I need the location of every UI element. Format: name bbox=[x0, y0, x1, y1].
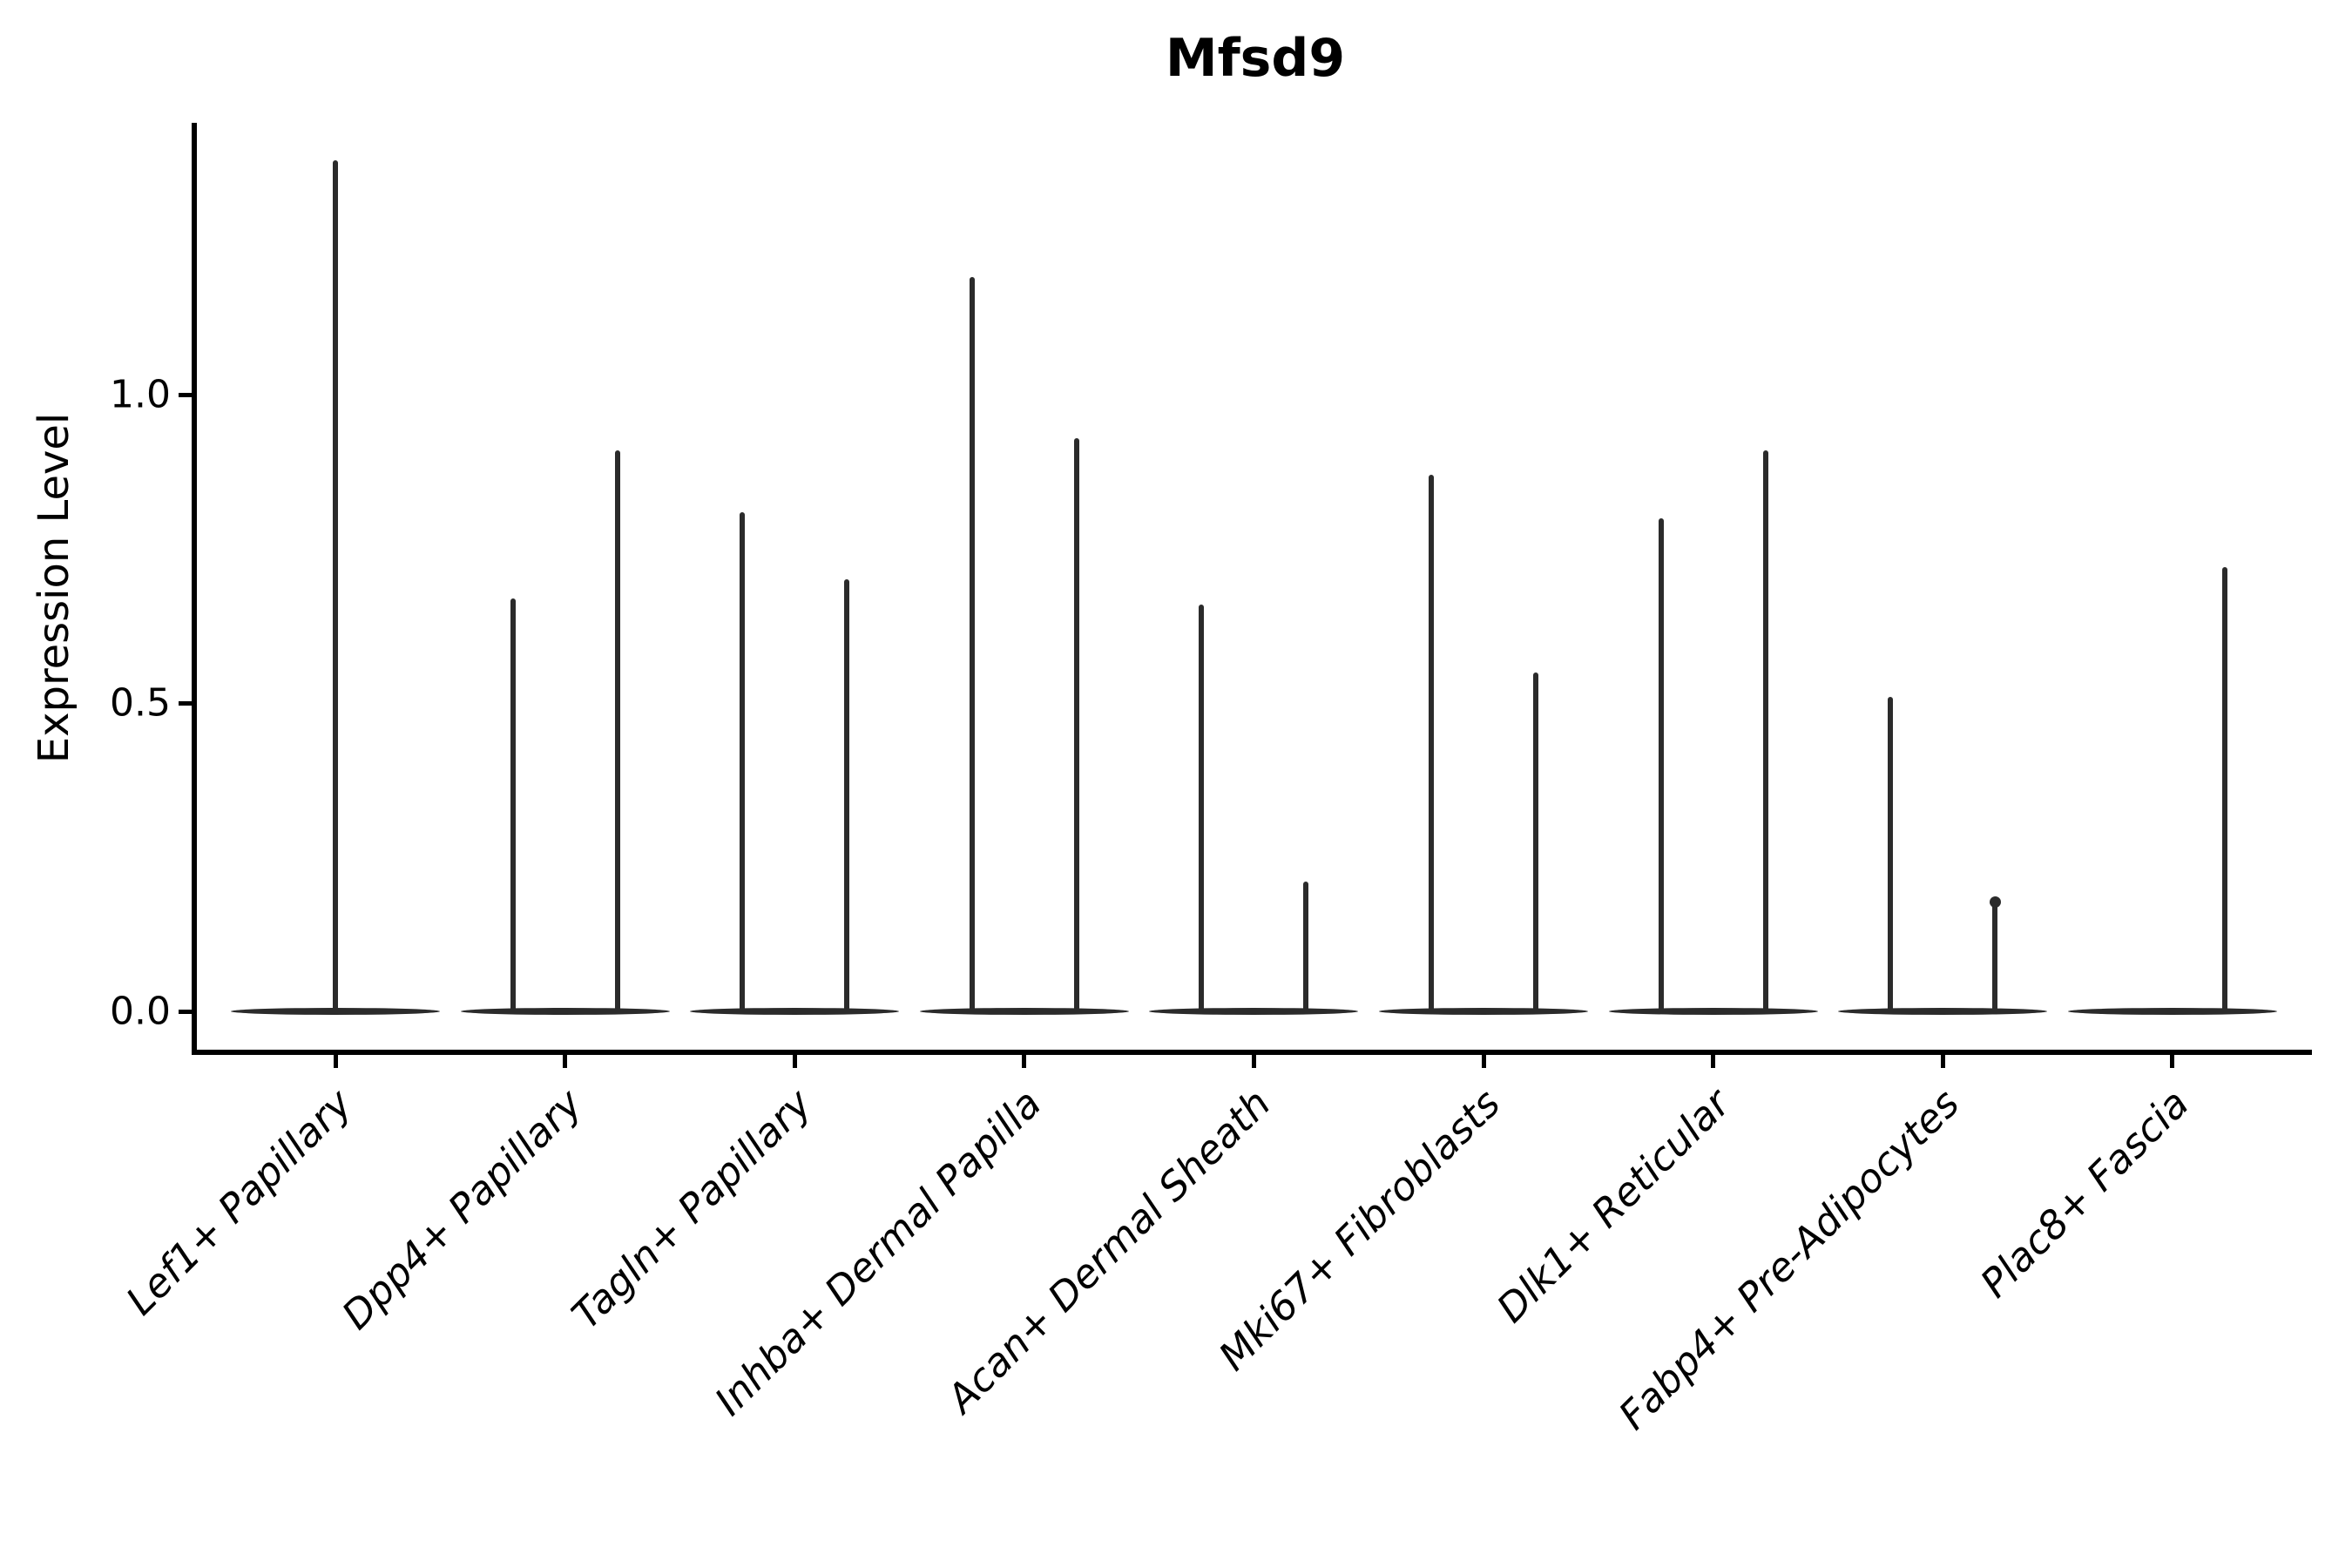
violin-spike bbox=[333, 159, 338, 1014]
plot-area bbox=[197, 123, 2314, 1055]
y-axis-label: Expression Level bbox=[30, 412, 78, 764]
violin-spike bbox=[1762, 449, 1768, 1014]
x-tick-mark bbox=[2170, 1055, 2175, 1068]
chart-title: Mfsd9 bbox=[1165, 28, 1346, 89]
y-tick-label: 0.0 bbox=[110, 989, 171, 1034]
violin-baseline bbox=[460, 1008, 670, 1015]
y-tick-mark bbox=[179, 700, 192, 706]
violin-baseline bbox=[919, 1008, 1129, 1015]
violin-spike bbox=[2221, 567, 2227, 1014]
x-tick-mark bbox=[563, 1055, 568, 1068]
y-tick-label: 0.5 bbox=[110, 680, 171, 726]
violin-baseline bbox=[1608, 1008, 1818, 1015]
violin-baseline bbox=[2067, 1008, 2277, 1015]
x-tick-label: Lef1+ Papillary bbox=[117, 1080, 362, 1324]
violin-spike bbox=[1199, 604, 1205, 1014]
violin-baseline bbox=[690, 1008, 900, 1015]
violin-baseline bbox=[1149, 1008, 1359, 1015]
x-tick-label: Plac8+ Fascia bbox=[1971, 1080, 2199, 1307]
violin-spike bbox=[1992, 900, 1998, 1014]
violin-spike bbox=[1888, 696, 1894, 1014]
x-tick-mark bbox=[1940, 1055, 1945, 1068]
violin-spike-knob bbox=[1989, 896, 2001, 908]
x-axis-spine bbox=[192, 1050, 2312, 1055]
x-tick-mark bbox=[792, 1055, 797, 1068]
violin-baseline bbox=[1379, 1008, 1588, 1015]
x-tick-label: Dpp4+ Papillary bbox=[332, 1080, 591, 1339]
violin-baseline bbox=[1838, 1008, 2048, 1015]
violin-spike bbox=[1073, 437, 1079, 1014]
violin-spike bbox=[614, 449, 620, 1014]
violin-spike bbox=[1533, 672, 1538, 1014]
y-tick-mark bbox=[179, 392, 192, 397]
violin-spike bbox=[1303, 882, 1309, 1014]
violin-spike bbox=[969, 277, 975, 1014]
violin-spike bbox=[844, 579, 850, 1014]
x-tick-label: Dlk1+ Reticular bbox=[1487, 1080, 1740, 1332]
violin-spike bbox=[1658, 517, 1664, 1014]
y-tick-mark bbox=[179, 1009, 192, 1014]
x-tick-mark bbox=[1711, 1055, 1716, 1068]
y-tick-label: 1.0 bbox=[110, 372, 171, 417]
x-tick-mark bbox=[1251, 1055, 1256, 1068]
x-tick-mark bbox=[333, 1055, 338, 1068]
violin-spike bbox=[740, 511, 746, 1014]
x-tick-mark bbox=[1022, 1055, 1027, 1068]
violin-spike bbox=[1429, 475, 1434, 1014]
x-tick-label: Tagln+ Papillary bbox=[562, 1080, 821, 1338]
violin-spike bbox=[510, 598, 516, 1014]
y-axis-spine bbox=[192, 123, 197, 1055]
x-tick-mark bbox=[1481, 1055, 1486, 1068]
